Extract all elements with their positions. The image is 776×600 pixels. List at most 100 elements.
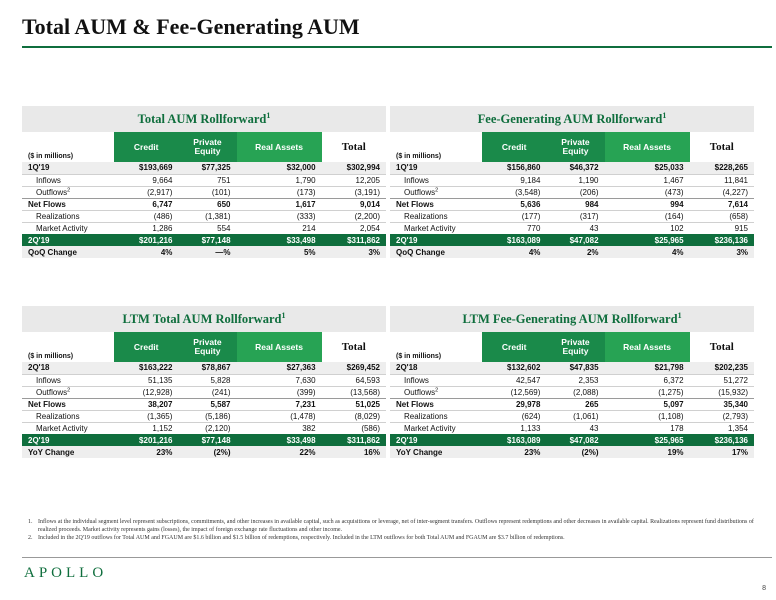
market-activity-row: Market Activity 770 43 102 915 <box>390 222 754 234</box>
col-header-credit: Credit <box>482 132 547 162</box>
outflows-row: Outflows2 (12,928) (241) (399) (13,568) <box>22 386 386 398</box>
realizations-row: Realizations (486) (1,381) (333) (2,200) <box>22 210 386 223</box>
total-value: 51,025 <box>321 397 386 411</box>
row-label: 1Q'19 <box>390 162 482 175</box>
real-assets-value: 178 <box>670 423 684 433</box>
inflows-row: Inflows 9,664 751 1,790 12,205 <box>22 174 386 187</box>
private-equity-value: $77,325 <box>178 162 237 175</box>
private-equity-value: (317) <box>546 210 605 223</box>
credit-value: 4% <box>482 246 547 258</box>
total-value: (4,227) <box>722 187 748 197</box>
real-assets-value: 1,467 <box>604 174 690 187</box>
credit-value: 6,747 <box>114 197 179 211</box>
row-label: YoY Change <box>390 446 482 458</box>
real-assets-value: (399) <box>296 387 316 397</box>
change-row: YoY Change 23% (2%) 19% 17% <box>390 446 754 458</box>
credit-value: $163,089 <box>482 434 547 446</box>
private-equity-value: $47,082 <box>546 434 605 446</box>
credit-value: $132,602 <box>482 362 547 375</box>
real-assets-value: (1,275) <box>658 387 684 397</box>
closing-balance-row: 2Q'19 $163,089 $47,082 $25,965 $236,136 <box>390 434 754 446</box>
change-row: QoQ Change 4% —% 5% 3% <box>22 246 386 258</box>
real-assets-value: $33,498 <box>236 434 322 446</box>
change-row: QoQ Change 4% 2% 4% 3% <box>390 246 754 258</box>
total-value: (3,191) <box>354 187 380 197</box>
panel-title: Total AUM Rollforward1 <box>22 106 386 132</box>
credit-value: (12,569) <box>510 387 541 397</box>
total-value: $202,235 <box>689 362 754 375</box>
total-value: $236,136 <box>689 434 754 446</box>
real-assets-value: $32,000 <box>236 162 322 175</box>
total-value: 2,054 <box>359 223 380 233</box>
title-rule <box>22 46 772 48</box>
footnotes: 1. Inflows at the individual segment lev… <box>28 518 766 542</box>
outflows-row: Outflows2 (2,917) (101) (173) (3,191) <box>22 186 386 198</box>
private-equity-value: $78,867 <box>178 362 237 375</box>
col-header-total: Total <box>321 332 386 362</box>
total-value: 3% <box>689 246 754 258</box>
credit-value: $163,089 <box>482 234 547 246</box>
rollforward-table: ($ in millions) Credit Private Equity Real A… <box>390 132 754 258</box>
real-assets-value: 214 <box>302 223 316 233</box>
realizations-row: Realizations (624) (1,061) (1,108) (2,793) <box>390 410 754 423</box>
private-equity-value: (2,088) <box>573 387 599 397</box>
col-header-real-assets: Real Assets <box>236 332 322 362</box>
credit-value: 1,152 <box>152 423 173 433</box>
row-label: 1Q'19 <box>22 162 114 175</box>
credit-value: (177) <box>482 210 547 223</box>
row-label: 2Q'18 <box>390 362 482 375</box>
row-label: Net Flows <box>390 397 482 411</box>
credit-value: 29,978 <box>482 397 547 411</box>
realizations-row: Realizations (1,365) (5,186) (1,478) (8,029) <box>22 410 386 423</box>
total-value: $311,862 <box>321 434 386 446</box>
private-equity-value: (206) <box>579 187 599 197</box>
total-value: $302,994 <box>321 162 386 175</box>
real-assets-value: (333) <box>236 210 322 223</box>
private-equity-value: 751 <box>178 174 237 187</box>
outflows-row: Outflows2 (12,569) (2,088) (1,275) (15,932) <box>390 386 754 398</box>
page-title: Total AUM & Fee-Generating AUM <box>22 14 360 39</box>
credit-value: 1,286 <box>152 223 173 233</box>
row-label: Inflows <box>22 174 114 187</box>
opening-balance-row: 2Q'18 $163,222 $78,867 $27,363 $269,452 <box>22 362 386 375</box>
private-equity-value: (241) <box>211 387 231 397</box>
private-equity-value: 265 <box>546 397 605 411</box>
total-value: $228,265 <box>689 162 754 175</box>
panel-fee-generating-aum: Fee-Generating AUM Rollforward1 ($ in mil… <box>390 106 754 258</box>
outflows-row: Outflows2 (3,548) (206) (473) (4,227) <box>390 186 754 198</box>
units-label: ($ in millions) <box>396 353 442 360</box>
total-value: (15,932) <box>718 387 748 397</box>
col-header-credit: Credit <box>114 332 179 362</box>
row-label: Inflows <box>390 174 482 187</box>
row-label: Market Activity <box>404 223 456 233</box>
real-assets-value: $25,965 <box>604 234 690 246</box>
total-value: 17% <box>689 446 754 458</box>
units-label: ($ in millions) <box>396 153 442 160</box>
real-assets-value: 7,630 <box>236 374 322 387</box>
row-label: Outflows2 <box>36 386 71 397</box>
units-label: ($ in millions) <box>28 153 74 160</box>
col-header-private-equity: Private Equity <box>178 132 237 162</box>
apollo-logo: APOLLO <box>24 565 108 581</box>
rollforward-table: ($ in millions) Credit Private Equity Real A… <box>390 332 754 458</box>
inflows-row: Inflows 9,184 1,190 1,467 11,841 <box>390 174 754 187</box>
credit-value: 1,133 <box>520 423 541 433</box>
market-activity-row: Market Activity 1,133 43 178 1,354 <box>390 422 754 434</box>
row-label: Realizations <box>22 210 114 223</box>
credit-value: 9,664 <box>114 174 179 187</box>
credit-value: $156,860 <box>482 162 547 175</box>
total-value: (13,568) <box>350 387 380 397</box>
real-assets-value: 102 <box>670 223 684 233</box>
total-value: 16% <box>321 446 386 458</box>
closing-balance-row: 2Q'19 $201,216 $77,148 $33,498 $311,862 <box>22 434 386 446</box>
rollforward-table: ($ in millions) Credit Private Equity Real A… <box>22 132 386 258</box>
closing-balance-row: 2Q'19 $163,089 $47,082 $25,965 $236,136 <box>390 234 754 246</box>
col-header-real-assets: Real Assets <box>604 332 690 362</box>
inflows-row: Inflows 51,135 5,828 7,630 64,593 <box>22 374 386 387</box>
credit-value: (3,548) <box>515 187 541 197</box>
credit-value: 38,207 <box>114 397 179 411</box>
total-value: 35,340 <box>689 397 754 411</box>
col-header-total: Total <box>689 332 754 362</box>
real-assets-value: 6,372 <box>604 374 690 387</box>
total-value: (658) <box>689 210 754 223</box>
